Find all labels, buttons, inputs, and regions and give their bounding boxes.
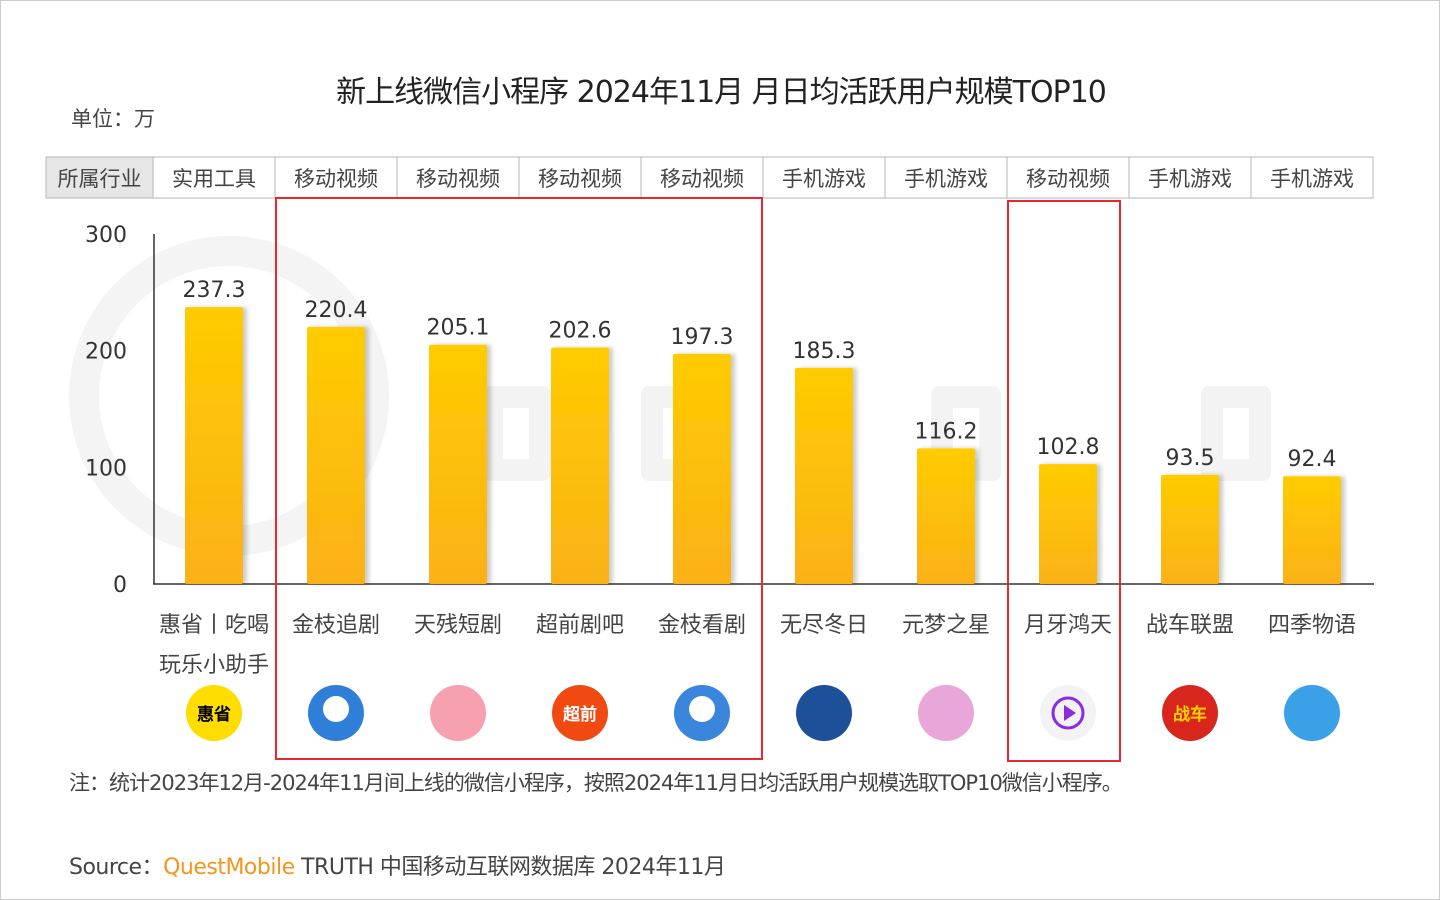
industry-cell — [762, 156, 886, 199]
bar-value-label: 205.1 — [427, 316, 490, 341]
category-label: 玩乐小助手 — [159, 653, 269, 678]
industry-cell — [640, 156, 764, 199]
industry-label: 手机游戏 — [782, 167, 866, 191]
industry-label: 手机游戏 — [1148, 167, 1232, 191]
play-ring — [1051, 696, 1085, 730]
industry-label: 移动视频 — [660, 167, 744, 191]
source-rest: TRUTH 中国移动互联网数据库 2024年11月 — [294, 855, 726, 880]
princess-avatar-icon — [1284, 685, 1340, 741]
bar-value-label: 202.6 — [549, 319, 612, 344]
category-label: 元梦之星 — [902, 613, 990, 638]
bar — [307, 326, 365, 584]
category-label: 超前剧吧 — [536, 613, 624, 638]
huisheng-logo-icon — [186, 685, 242, 741]
tv-icon — [430, 685, 486, 741]
bar-value-label: 116.2 — [915, 419, 978, 444]
category-label: 战车联盟 — [1146, 613, 1234, 638]
industry-label: 手机游戏 — [904, 167, 988, 191]
unit-label: 单位：万 — [71, 107, 155, 131]
play-triangle — [1064, 705, 1076, 721]
category-label: 金枝追剧 — [292, 613, 380, 638]
icon-text: 战车 — [1173, 704, 1207, 725]
industry-header-label: 所属行业 — [58, 167, 142, 191]
bar-value-label: 92.4 — [1288, 447, 1337, 472]
bar — [795, 367, 853, 584]
industry-label: 手机游戏 — [1270, 167, 1354, 191]
industry-cell — [1128, 156, 1252, 199]
watermark-shape — [1201, 386, 1271, 481]
film-reel-center — [689, 696, 715, 722]
y-tick-label: 300 — [85, 223, 127, 248]
industry-label: 移动视频 — [294, 167, 378, 191]
bar — [1283, 476, 1341, 584]
bar-value-label: 220.4 — [305, 298, 368, 323]
industry-cell — [884, 156, 1008, 199]
y-tick-label: 200 — [85, 340, 127, 365]
industry-label: 移动视频 — [416, 167, 500, 191]
category-label: 无尽冬日 — [780, 613, 868, 638]
industry-label: 移动视频 — [538, 167, 622, 191]
bar — [1039, 464, 1097, 584]
y-tick-label: 100 — [85, 456, 127, 481]
bar — [185, 307, 243, 584]
zhanche-logo-icon — [1162, 685, 1218, 741]
source-prefix: Source： — [69, 855, 164, 880]
source-line: Source：QuestMobile TRUTH 中国移动互联网数据库 2024… — [69, 849, 726, 881]
industry-cell — [1250, 156, 1374, 199]
industry-cell — [518, 156, 642, 199]
category-label: 四季物语 — [1268, 613, 1356, 638]
bar — [917, 448, 975, 584]
bar — [551, 347, 609, 584]
chart-title: 新上线微信小程序 2024年11月 月日均活跃用户规模TOP10 — [336, 75, 1107, 110]
category-label: 天残短剧 — [414, 613, 502, 638]
bar — [429, 344, 487, 584]
industry-cell — [396, 156, 520, 199]
industry-cell — [274, 156, 398, 199]
globe-icon — [796, 685, 852, 741]
category-label: 月牙鸿天 — [1024, 613, 1112, 638]
film-reel-center — [323, 696, 349, 722]
icon-text: 超前 — [563, 704, 597, 725]
highlight-box — [1007, 200, 1121, 762]
bar — [673, 353, 731, 584]
game-character-icon — [918, 685, 974, 741]
icon-text: 惠省 — [197, 704, 231, 725]
bar-value-label: 185.3 — [793, 339, 856, 364]
y-tick-label: 0 — [113, 573, 127, 598]
industry-label: 移动视频 — [1026, 167, 1110, 191]
highlight-box — [275, 197, 763, 760]
bar-value-label: 93.5 — [1166, 446, 1215, 471]
chaoqian-logo-icon — [552, 685, 608, 741]
bar-value-label: 237.3 — [183, 278, 246, 303]
bar-value-label: 197.3 — [671, 325, 734, 350]
category-label: 金枝看剧 — [658, 613, 746, 638]
footnote: 注：统计2023年12月-2024年11月间上线的微信小程序，按照2024年11… — [69, 771, 1123, 795]
industry-cell — [1006, 156, 1130, 199]
bar-value-label: 102.8 — [1037, 435, 1100, 460]
bar — [1161, 474, 1219, 584]
industry-header-cell — [45, 156, 154, 199]
industry-cell — [152, 156, 276, 199]
category-label: 惠省丨吃喝 — [159, 613, 269, 638]
source-brand: QuestMobile — [163, 855, 295, 880]
industry-label: 实用工具 — [172, 167, 256, 191]
